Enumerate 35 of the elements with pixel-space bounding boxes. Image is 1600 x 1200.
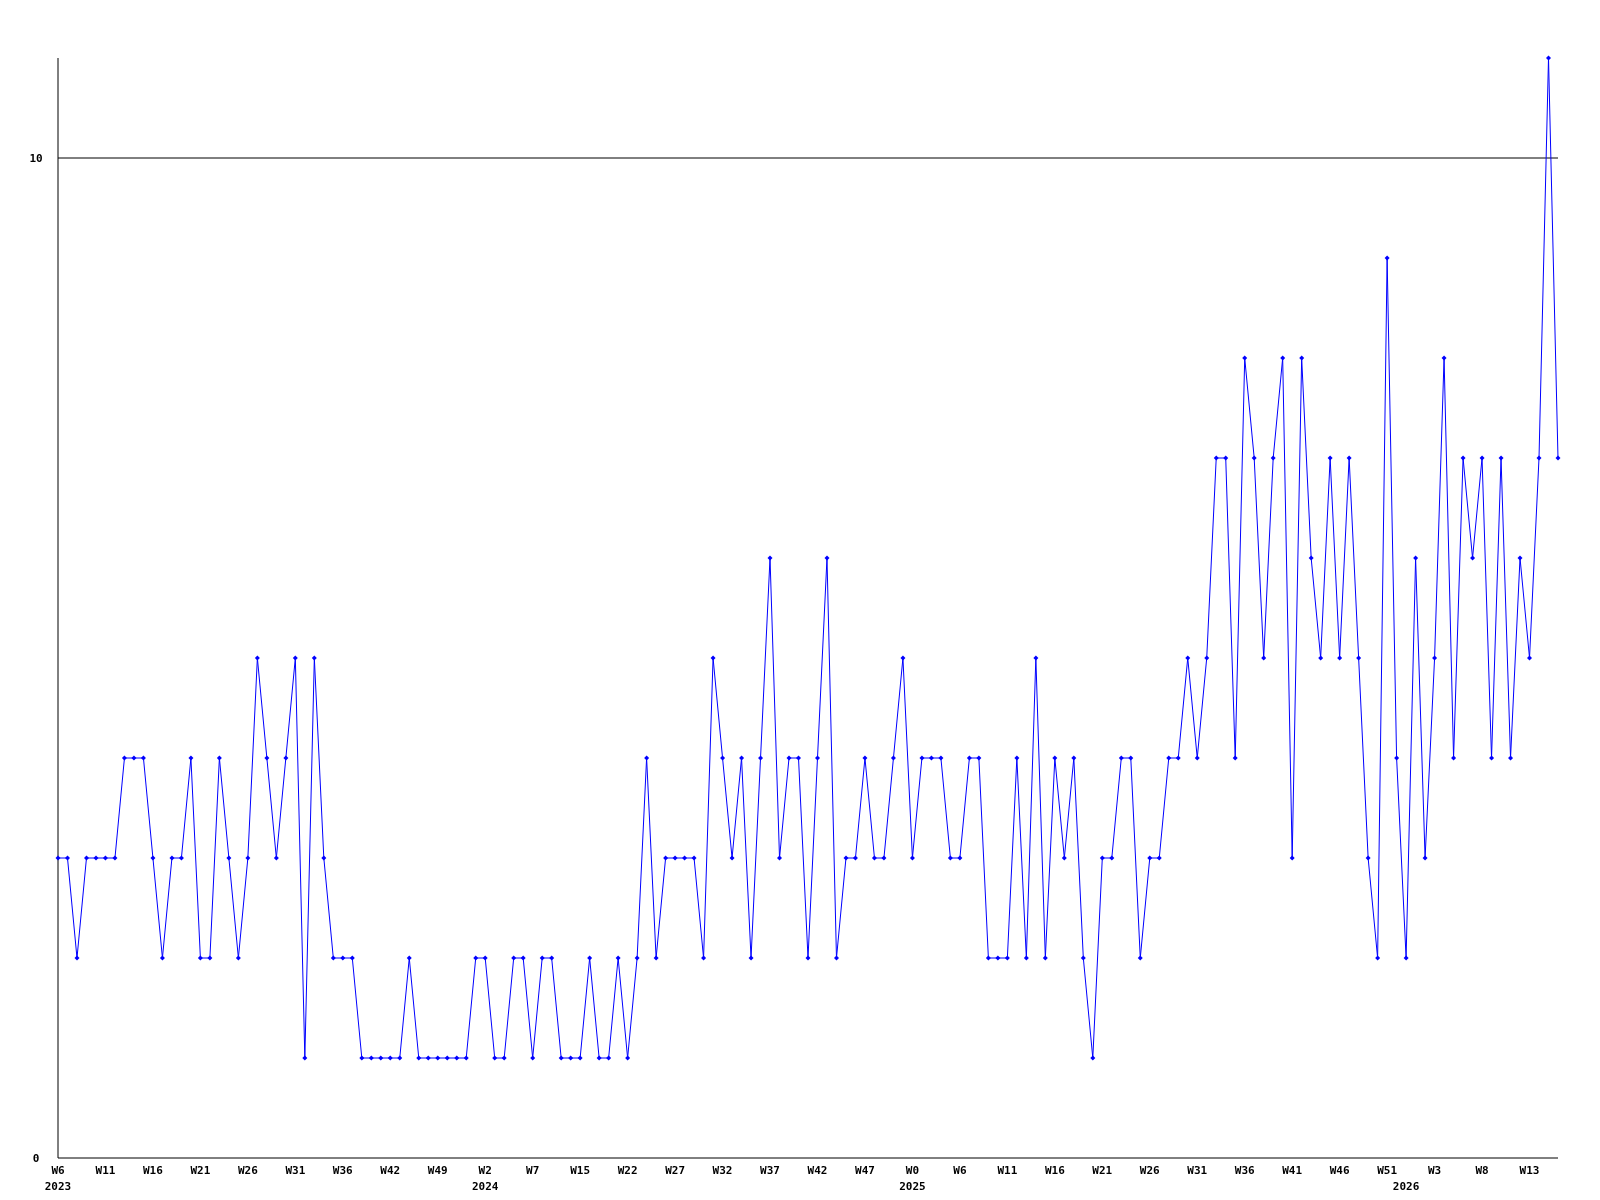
x-tick-label: W11 (997, 1164, 1018, 1177)
x-tick-label: W16 (1044, 1164, 1066, 1177)
x-tick-label: W42 (807, 1164, 828, 1177)
x-tick-label: W51 (1377, 1164, 1398, 1177)
x-tick-label: W8 (1475, 1164, 1489, 1177)
x-tick-label: W26 (1139, 1164, 1161, 1177)
x-tick-label: W6 (953, 1164, 967, 1177)
x-tick-label: W31 (285, 1164, 306, 1177)
x-tick-label: W11 (95, 1164, 116, 1177)
x-tick-label: W47 (855, 1164, 875, 1177)
y-tick-label: 0 (32, 1151, 40, 1165)
x-tick-label: W7 (526, 1164, 540, 1177)
x-tick-label: W6 2023 (44, 1164, 72, 1193)
x-tick-label: W22 (617, 1164, 638, 1177)
x-tick-label: W36 (332, 1164, 354, 1177)
y-tick-label: 10 (29, 151, 43, 165)
x-tick-label: W0 2025 (899, 1164, 926, 1193)
x-tick-label: W42 (380, 1164, 401, 1177)
x-tick-label: 2026 (1392, 1180, 1420, 1193)
x-tick-label: W41 (1282, 1164, 1303, 1177)
x-tick-label: W31 (1187, 1164, 1208, 1177)
x-tick-label: W3 (1427, 1164, 1442, 1177)
x-tick-label: W16 (143, 1164, 164, 1177)
x-tick-label: W15 (570, 1164, 591, 1177)
x-tick-label: W13 (1519, 1164, 1540, 1177)
x-tick-label: W2 2024 (471, 1164, 499, 1193)
x-tick-label: W27 (665, 1164, 686, 1177)
x-tick-label: W21 (190, 1164, 211, 1177)
x-tick-label: W49 (427, 1164, 448, 1177)
x-tick-label: W37 (760, 1164, 780, 1177)
x-tick-label: W36 (1234, 1164, 1256, 1177)
x-tick-label: W46 (1329, 1164, 1350, 1177)
x-tick-label: W32 (712, 1164, 733, 1177)
x-tick-label: W21 (1092, 1164, 1113, 1177)
x-tick-label: W26 (237, 1164, 259, 1177)
